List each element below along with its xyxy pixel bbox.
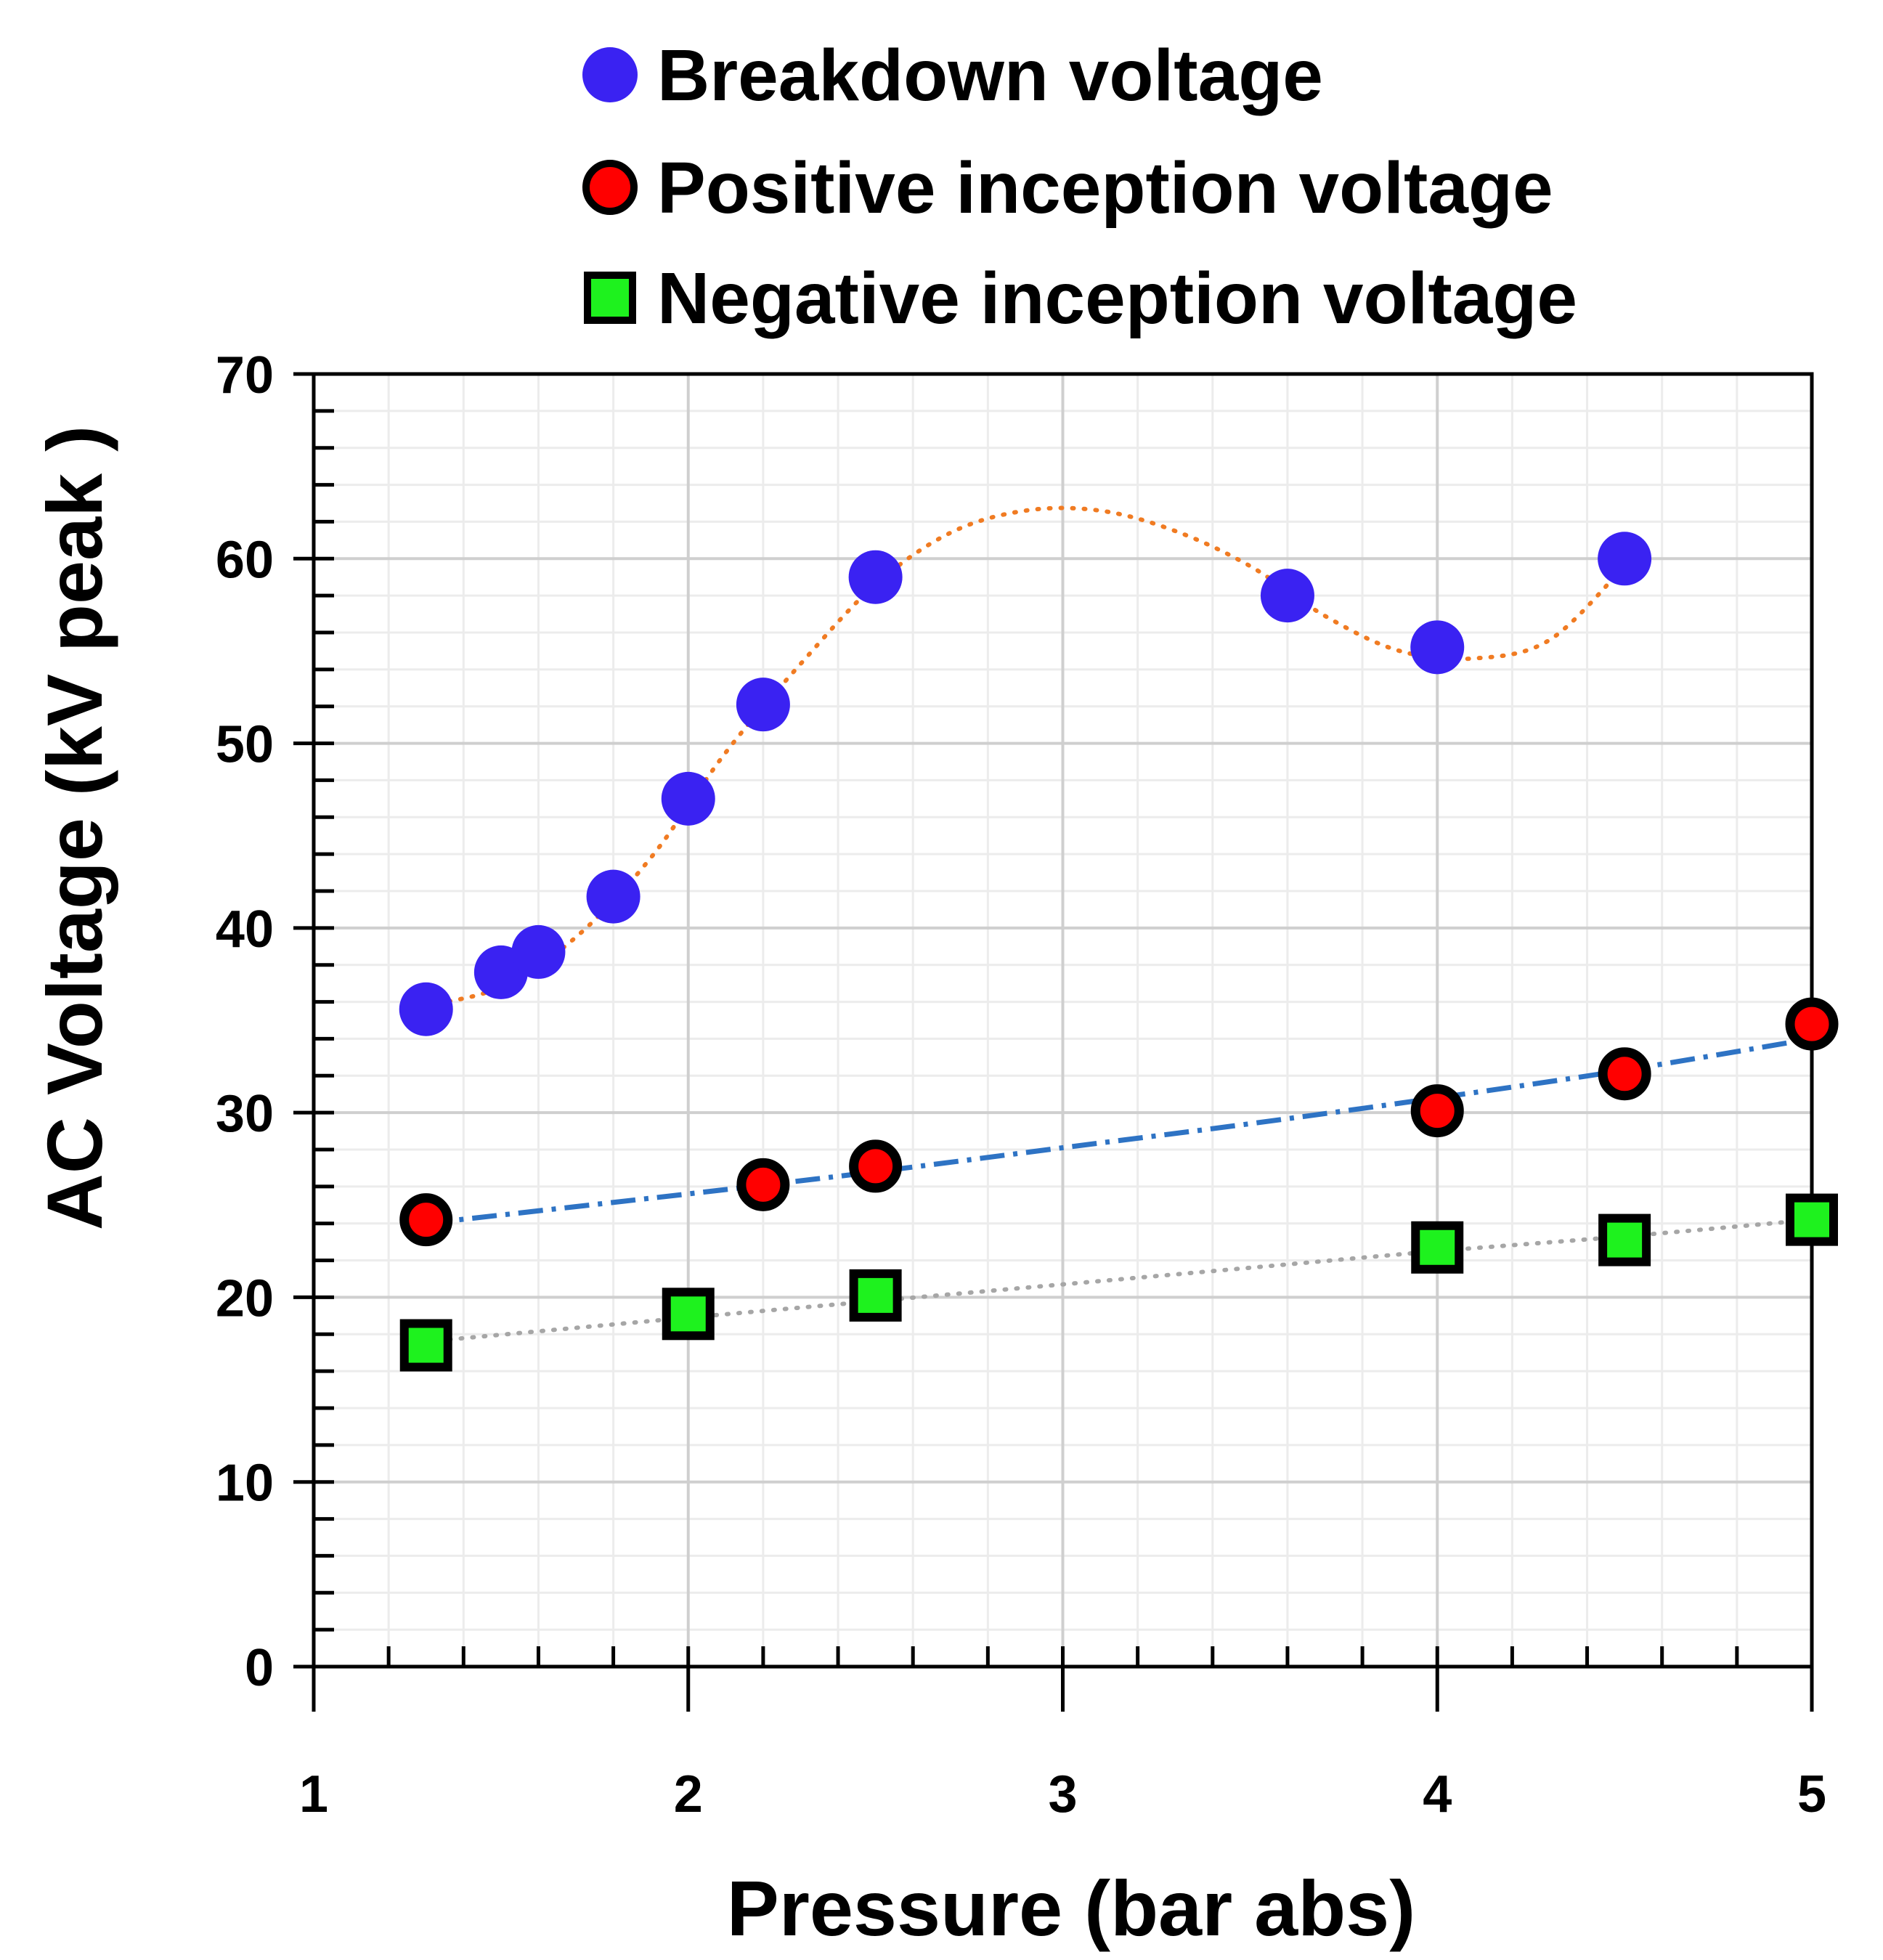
point-breakdown bbox=[1260, 569, 1314, 623]
x-tick-label: 2 bbox=[674, 1765, 703, 1823]
y-tick-label: 0 bbox=[245, 1639, 274, 1697]
point-negative-inception bbox=[1786, 1193, 1838, 1246]
point-negative-inception bbox=[1411, 1221, 1464, 1274]
grid-layer bbox=[312, 373, 1813, 1668]
legend: Breakdown voltage Positive inception vol… bbox=[582, 35, 1577, 339]
y-tick-label: 30 bbox=[216, 1085, 274, 1143]
point-breakdown bbox=[661, 771, 715, 826]
point-negative-inception bbox=[399, 1319, 452, 1372]
point-positive-inception bbox=[736, 1158, 790, 1211]
x-tick-label: 1 bbox=[299, 1765, 328, 1823]
x-tick-label: 4 bbox=[1423, 1765, 1452, 1823]
legend-label-positive-inception: Positive inception voltage bbox=[657, 147, 1553, 229]
legend-marker-positive-inception bbox=[582, 160, 638, 215]
point-negative-inception bbox=[849, 1269, 902, 1322]
legend-label-breakdown: Breakdown voltage bbox=[657, 35, 1323, 116]
point-breakdown bbox=[1598, 532, 1652, 586]
trendline-negative-inception bbox=[423, 1217, 1814, 1344]
y-tick-label: 60 bbox=[216, 531, 274, 589]
legend-marker-breakdown bbox=[582, 47, 638, 102]
y-tick-label: 70 bbox=[216, 346, 274, 404]
tick-label-layer: 0 10 20 30 40 50 60 70 1 2 3 4 5 bbox=[216, 346, 1826, 1823]
legend-marker-negative-inception bbox=[584, 272, 636, 324]
axes-layer bbox=[293, 372, 1814, 1712]
point-positive-inception bbox=[1410, 1084, 1464, 1138]
legend-label-negative-inception: Negative inception voltage bbox=[657, 258, 1577, 339]
point-positive-inception bbox=[399, 1193, 453, 1247]
point-positive-inception bbox=[849, 1139, 903, 1193]
point-positive-inception bbox=[1598, 1047, 1651, 1101]
x-tick-label: 3 bbox=[1048, 1765, 1077, 1823]
point-breakdown bbox=[399, 982, 453, 1036]
point-breakdown bbox=[511, 924, 566, 979]
x-axis-title: Pressure (bar abs) bbox=[727, 1864, 1415, 1952]
point-breakdown bbox=[586, 869, 640, 924]
y-tick-label: 10 bbox=[216, 1455, 274, 1513]
y-tick-label: 50 bbox=[216, 716, 274, 774]
trendline-breakdown bbox=[423, 505, 1627, 1008]
y-tick-label: 20 bbox=[216, 1269, 274, 1327]
y-axis-title: AC Voltage (kV peak ) bbox=[30, 426, 118, 1230]
point-breakdown bbox=[1410, 620, 1465, 675]
point-negative-inception bbox=[662, 1288, 715, 1341]
point-breakdown bbox=[736, 678, 790, 732]
y-tick-label: 40 bbox=[216, 900, 274, 959]
trendline-positive-inception bbox=[426, 1036, 1813, 1227]
marker-layer bbox=[399, 532, 1839, 1372]
x-tick-label: 5 bbox=[1797, 1765, 1826, 1823]
point-positive-inception bbox=[1785, 997, 1839, 1051]
point-negative-inception bbox=[1598, 1213, 1651, 1266]
point-breakdown bbox=[848, 550, 903, 604]
